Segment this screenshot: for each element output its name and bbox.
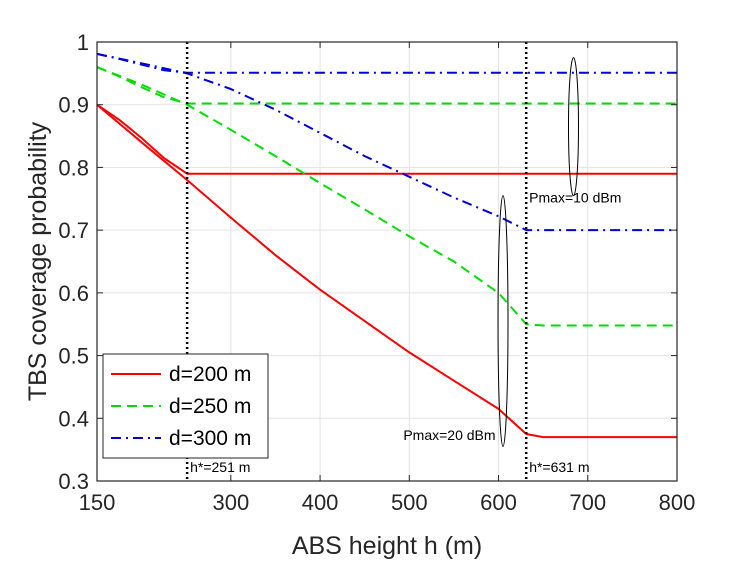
series-line-4 bbox=[96, 66, 677, 327]
x-axis-ticks: 150 300 400 500 600 700 800 bbox=[79, 42, 696, 515]
vline-label-1: h*=631 m bbox=[529, 459, 589, 475]
series-lines bbox=[96, 52, 677, 439]
legend-label-1: d=250 m bbox=[169, 395, 251, 418]
series-line-0 bbox=[96, 103, 677, 175]
x-tick-label: 150 bbox=[79, 490, 116, 515]
series-line-1 bbox=[96, 66, 677, 105]
x-tick-label: 800 bbox=[659, 490, 696, 515]
x-tick-label: 500 bbox=[391, 490, 428, 515]
vline-label-0: h*=251 m bbox=[190, 459, 250, 475]
ellipse-marker-1 bbox=[497, 195, 509, 448]
plot-frame bbox=[96, 41, 678, 482]
ellipse-marker-0 bbox=[567, 57, 579, 197]
y-tick-label: 0.7 bbox=[58, 218, 89, 243]
series-line-5 bbox=[96, 52, 677, 232]
y-tick-label: 0.6 bbox=[58, 281, 89, 306]
x-tick-label: 400 bbox=[302, 490, 339, 515]
y-tick-label: 0.4 bbox=[58, 406, 89, 431]
y-tick-label: 0.8 bbox=[58, 155, 89, 180]
y-tick-label: 0.9 bbox=[58, 93, 89, 118]
x-tick-label: 300 bbox=[212, 490, 249, 515]
legend-label-0: d=200 m bbox=[169, 363, 251, 386]
x-axis-title: ABS height h (m) bbox=[292, 532, 482, 560]
legend: d=200 m d=250 m d=300 m bbox=[102, 353, 269, 459]
x-tick-label: 700 bbox=[569, 490, 606, 515]
annotation-label-1: Pmax=20 dBm bbox=[403, 427, 495, 443]
x-tick-label: 600 bbox=[480, 490, 517, 515]
y-axis-ticks: 0.3 0.4 0.5 0.6 0.7 0.8 0.9 1 bbox=[58, 30, 677, 494]
y-tick-label: 1 bbox=[77, 30, 89, 55]
legend-label-2: d=300 m bbox=[169, 427, 251, 450]
annotation-label-0: Pmax=10 dBm bbox=[529, 190, 621, 206]
y-tick-label: 0.3 bbox=[58, 469, 89, 494]
series-line-3 bbox=[96, 103, 677, 439]
annotations: Pmax=10 dBm Pmax=20 dBm bbox=[403, 57, 621, 448]
y-axis-title: TBS coverage probability bbox=[24, 121, 52, 401]
y-tick-label: 0.5 bbox=[58, 344, 89, 369]
